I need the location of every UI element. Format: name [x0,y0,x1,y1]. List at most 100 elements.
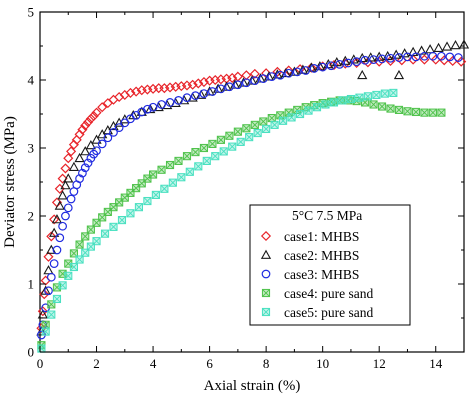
data-point [52,294,62,304]
data-point [194,162,203,171]
data-point [85,139,97,150]
data-point [331,56,342,67]
data-point [80,146,91,156]
data-point [114,123,124,132]
data-point [60,180,71,190]
data-point [148,170,158,179]
data-point [43,265,54,275]
data-point [357,52,368,63]
data-point [165,160,175,170]
data-point [92,146,101,156]
legend-entry-label: case4: pure sand [284,286,373,301]
data-point [458,39,470,49]
data-point [428,108,437,117]
data-point [100,229,110,238]
data-point [284,68,294,78]
data-point [81,232,90,241]
data-point [241,78,251,88]
y-tick-label: 1 [28,277,35,292]
data-point [109,127,118,137]
data-point [453,53,463,62]
data-point [103,133,113,143]
data-point [403,107,412,116]
data-point [58,281,67,290]
data-point [44,286,53,296]
data-point [258,74,268,84]
data-point [287,113,296,122]
data-point [85,113,96,124]
data-point [88,110,99,122]
data-point [389,88,398,97]
data-point [55,233,65,243]
legend-box [249,204,411,326]
data-point [360,55,370,65]
data-point [407,46,419,57]
data-point [328,59,340,71]
data-point [64,271,73,280]
data-point [363,92,372,101]
data-point [272,66,283,77]
y-tick-label: 4 [28,73,35,88]
data-point [216,135,225,144]
data-point [267,72,277,81]
data-point [57,190,68,200]
series-layer [36,39,470,353]
legend-entry-label: case3: MHBS [284,267,359,282]
data-point [348,54,359,64]
data-point [145,103,156,114]
series-case5 [37,88,398,353]
data-point [185,167,194,176]
data-point [355,93,364,102]
data-point [227,72,238,84]
data-point [199,143,209,153]
legend-marker [261,269,271,279]
data-point [198,76,209,88]
data-point [304,106,313,115]
data-point [80,120,91,131]
data-point [374,51,385,61]
legend-entry-label: case5: pure sand [284,305,373,320]
data-point [292,67,302,77]
data-point [321,100,330,109]
data-point [51,214,63,224]
data-point [456,56,467,67]
data-point [63,153,74,164]
legend-marker [261,288,271,298]
legend: 5°C 7.5 MPa case1: MHBS case2: MHBS case3:… [249,204,411,326]
data-point [117,216,127,225]
data-point [259,117,268,126]
data-point [97,139,107,149]
data-point [329,98,339,107]
data-point [208,87,217,96]
data-point [134,203,144,212]
data-point [47,310,56,319]
data-point [202,156,211,165]
data-point [437,51,446,61]
data-point [77,124,88,135]
data-point [372,90,381,100]
data-point [284,108,293,117]
data-point [233,127,242,136]
data-point [83,117,94,128]
data-point [160,184,169,193]
data-point [393,69,405,80]
data-point [225,82,234,92]
data-point [433,42,444,52]
data-point [420,108,429,117]
series-case1 [36,54,467,334]
data-point [46,231,57,242]
data-point [191,91,200,101]
y-tick-label: 0 [28,345,35,360]
data-point [346,94,356,104]
x-tick-label: 12 [373,356,386,371]
data-point [441,41,453,51]
data-point [445,52,455,62]
data-point [66,194,76,204]
data-point [41,320,50,329]
data-point [97,102,108,113]
data-point [37,306,48,317]
data-point [148,102,158,112]
data-point [165,98,175,107]
